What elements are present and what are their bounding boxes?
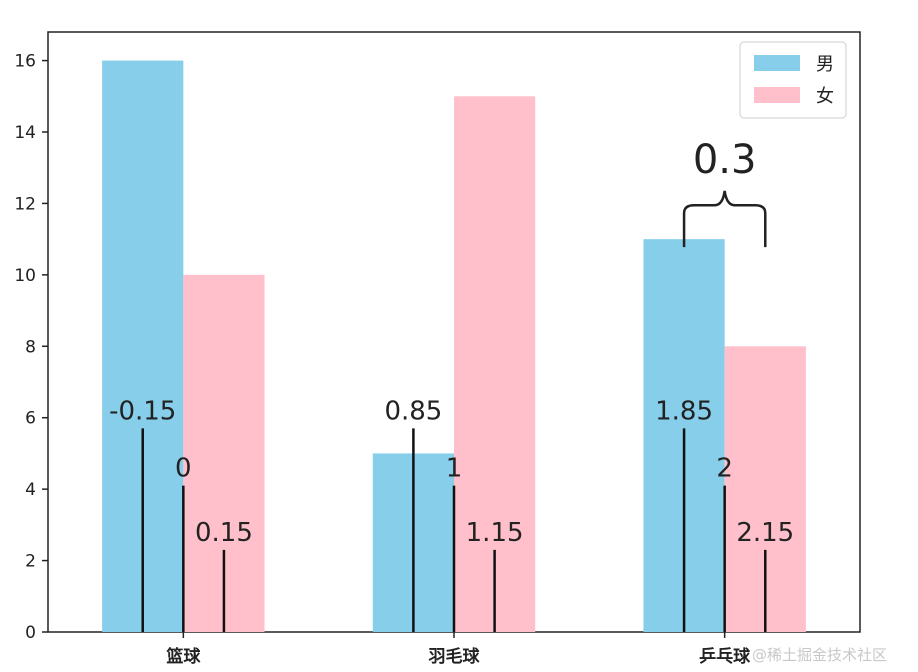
x-axis: 篮球 羽毛球 乒乓球: [165, 632, 751, 667]
marker-label: 2: [716, 454, 733, 484]
y-tick-label: 10: [14, 266, 36, 286]
legend: 男 女: [739, 41, 847, 119]
y-tick-label: 16: [14, 52, 36, 72]
bar-female-1: [454, 96, 536, 633]
x-category-label: 羽毛球: [429, 646, 481, 667]
marker-label: -0.15: [109, 396, 176, 426]
y-tick-label: 2: [25, 552, 36, 572]
brace-shape: [682, 190, 767, 248]
marker-label: 0.15: [195, 518, 253, 548]
y-tick-label: 8: [25, 337, 36, 357]
y-tick-label: 12: [14, 194, 36, 214]
y-tick-label: 6: [25, 409, 36, 429]
legend-swatch-male: [754, 55, 800, 71]
marker-label: 2.15: [736, 518, 794, 548]
y-tick-label: 0: [25, 623, 36, 643]
marker-label: 1: [446, 454, 463, 484]
x-category-label: 乒乓球: [699, 646, 751, 667]
brace-annotation: 0.3: [682, 137, 767, 248]
brace-label: 0.3: [693, 137, 757, 183]
x-category-label: 篮球: [165, 646, 201, 667]
marker-label: 1.15: [466, 518, 524, 548]
y-axis: 0 2 4 6 8 10 12 14 16: [14, 52, 48, 643]
marker-label: 0.85: [384, 396, 442, 426]
y-tick-label: 14: [14, 123, 36, 143]
legend-swatch-female: [754, 87, 800, 103]
y-tick-label: 4: [25, 480, 36, 500]
legend-label-female: 女: [816, 86, 834, 107]
marker-label: 0: [175, 454, 192, 484]
legend-label-male: 男: [816, 54, 834, 75]
watermark: @稀土掘金技术社区: [752, 646, 887, 664]
marker-label: 1.85: [655, 396, 713, 426]
markers-group: -0.15 0 0.15 0.851 1.15 1.852 2.15: [109, 396, 794, 632]
bars-group: [102, 60, 806, 633]
